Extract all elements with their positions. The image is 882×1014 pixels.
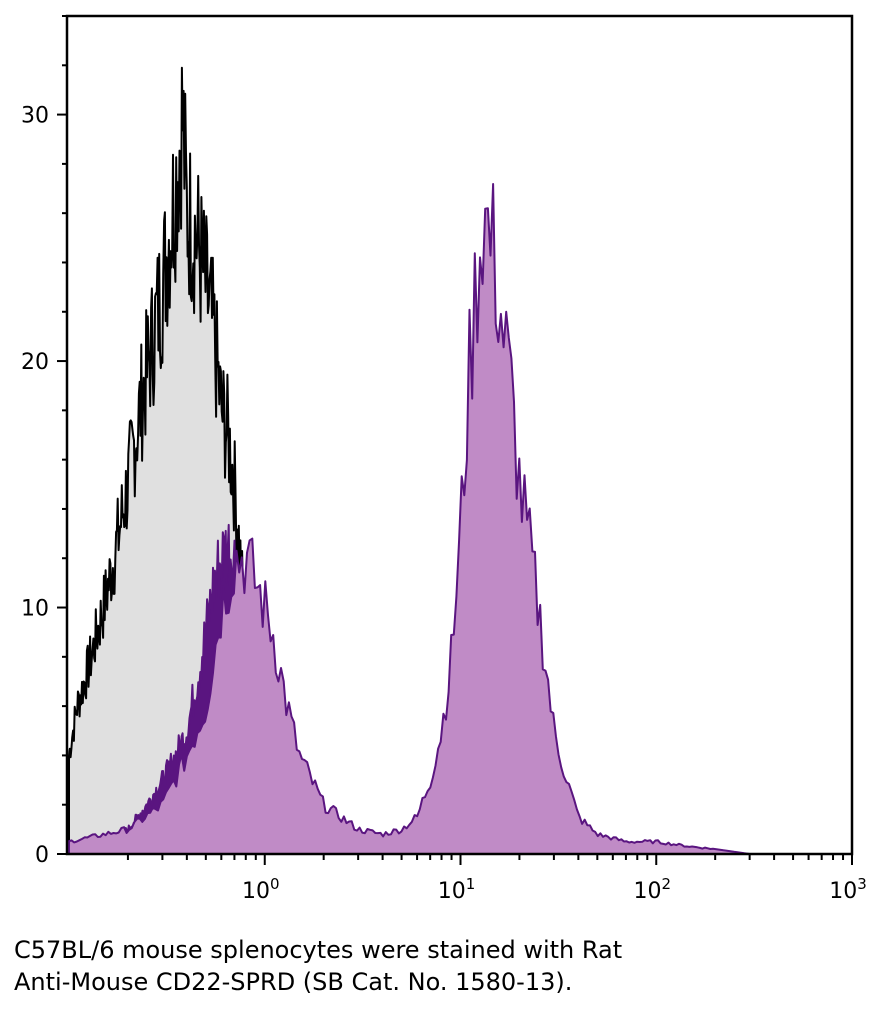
x-tick-label: 102 [633, 875, 671, 904]
caption-line-1: C57BL/6 mouse splenocytes were stained w… [14, 936, 623, 964]
y-tick-label: 30 [21, 104, 49, 129]
histogram-series-3 [68, 183, 751, 855]
y-axis: 0 10 20 30 [21, 104, 67, 868]
y-tick-label: 20 [21, 350, 49, 375]
plot-area: 0 10 20 30 100 101 102 103 [21, 14, 867, 904]
x-tick-label: 103 [829, 875, 867, 904]
y-tick-label: 0 [35, 843, 49, 868]
y-tick-label: 10 [21, 597, 49, 622]
x-axis: 100 101 102 103 [242, 854, 867, 904]
figure-caption: C57BL/6 mouse splenocytes were stained w… [14, 934, 874, 998]
histogram-chart: 0 10 20 30 100 101 102 103 [21, 14, 867, 904]
series-layer [68, 66, 751, 855]
x-tick-label: 100 [242, 875, 280, 904]
caption-line-2: Anti-Mouse CD22-SPRD (SB Cat. No. 1580-1… [14, 968, 573, 996]
x-tick-label: 101 [438, 875, 476, 904]
minor-ticks [62, 15, 845, 860]
